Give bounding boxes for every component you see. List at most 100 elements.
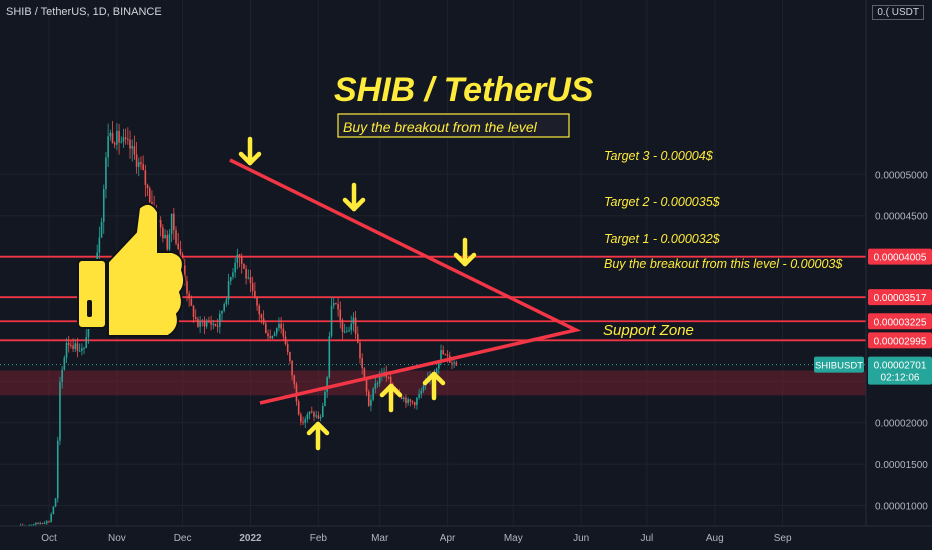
candle-body: [444, 354, 447, 356]
candle-body: [81, 348, 83, 351]
candle-body: [35, 522, 37, 525]
candle-body: [170, 213, 173, 235]
candle-body: [70, 345, 72, 347]
candle-body: [438, 362, 440, 369]
thumb-hand: [107, 202, 186, 337]
candle-body: [311, 411, 313, 413]
candle-body: [131, 146, 134, 149]
arrow-down-icon: [342, 182, 366, 212]
candle-body: [216, 325, 219, 327]
candle-body: [416, 397, 418, 406]
candle-body: [280, 323, 282, 329]
candle-body: [199, 320, 201, 327]
candle-body: [205, 321, 208, 327]
candle-body: [67, 342, 70, 346]
candle-body: [28, 524, 31, 526]
candle-body: [451, 362, 453, 364]
candle-body: [251, 283, 254, 291]
candle-body: [232, 272, 234, 277]
annotation-target1: Target 1 - 0.000032$: [604, 232, 721, 246]
candle-body: [100, 221, 103, 238]
candle-body: [313, 412, 315, 417]
price-tag: [868, 332, 932, 349]
candle-body: [74, 343, 77, 349]
candle-body: [324, 391, 326, 407]
thumb-cuff-mark: [87, 300, 92, 317]
candle-body: [348, 330, 350, 332]
candle-body: [405, 397, 407, 404]
candle-body: [210, 322, 212, 325]
candle-body: [435, 368, 438, 374]
candle-body: [61, 369, 63, 382]
candle-body: [118, 130, 120, 143]
candle-body: [335, 302, 337, 304]
candle-body: [186, 281, 188, 294]
candle-body: [422, 385, 425, 391]
time-tick-label: Feb: [310, 533, 328, 544]
price-tag-label: 0.00003225: [874, 317, 927, 328]
candle-body: [166, 234, 169, 250]
candle-body: [321, 406, 324, 418]
arrow-down-icon: [453, 237, 477, 267]
candle-body: [291, 361, 293, 376]
candle-body: [59, 381, 61, 441]
candle-body: [300, 414, 302, 422]
last-price-label: 0.00002701: [874, 361, 927, 372]
currency-badge[interactable]: 0.( USDT: [872, 5, 924, 20]
candle-body: [361, 358, 363, 369]
candle-body: [102, 189, 105, 222]
candle-body: [52, 506, 55, 515]
candle-body: [411, 401, 414, 403]
price-tag: [868, 289, 932, 306]
candle-body: [304, 419, 307, 423]
triangle-pattern: [229, 158, 582, 405]
candle-body: [402, 397, 405, 400]
candle-body: [39, 523, 42, 525]
candle-body: [203, 321, 206, 327]
candle-body: [173, 213, 175, 231]
countdown-label: 02:12:06: [881, 373, 920, 384]
candle-body: [208, 321, 210, 323]
candle-body: [271, 335, 274, 339]
time-axis-bg: [0, 526, 932, 550]
candle-body: [188, 293, 190, 299]
time-tick-label: Oct: [41, 533, 57, 544]
candle-body: [258, 305, 261, 315]
annotation-text: SHIB / TetherUS Buy the breakout from the…: [334, 71, 843, 339]
candle-body: [256, 296, 258, 306]
candle-body: [201, 320, 204, 322]
candle-body: [63, 357, 66, 370]
time-tick-label: Mar: [371, 533, 389, 544]
symbol-header: SHIB / TetherUS, 1D, BINANCE: [6, 6, 162, 18]
support-zone-label: Support Zone: [603, 322, 694, 339]
candle-body: [442, 350, 444, 355]
triangle-lines[interactable]: [229, 158, 582, 405]
candle-body: [328, 336, 331, 378]
candle-body: [76, 343, 79, 351]
thumbs-up-icon: [77, 202, 186, 337]
candle-body: [122, 137, 125, 142]
candle-body: [72, 345, 74, 349]
candle-body: [400, 396, 403, 400]
candle-body: [175, 230, 177, 244]
candle-body: [356, 333, 359, 343]
time-tick-label: Jun: [573, 533, 589, 544]
annotation-target3: Target 3 - 0.00004$: [604, 149, 714, 163]
candle-body: [289, 351, 291, 362]
subtitle-box: [337, 113, 570, 138]
candle-body: [50, 514, 52, 522]
candle-body: [247, 277, 250, 279]
candle-body: [30, 524, 33, 526]
time-tick-label: Dec: [174, 533, 192, 544]
candle-body: [326, 377, 328, 392]
candle-body: [48, 521, 50, 523]
candle-body: [124, 137, 127, 139]
candle-body: [197, 319, 199, 327]
candle-body: [56, 440, 59, 499]
candle-body: [372, 388, 374, 400]
candle-body: [109, 132, 112, 137]
candle-body: [113, 143, 116, 145]
arrow-up-icon: [379, 383, 403, 413]
candle-body: [168, 234, 171, 250]
